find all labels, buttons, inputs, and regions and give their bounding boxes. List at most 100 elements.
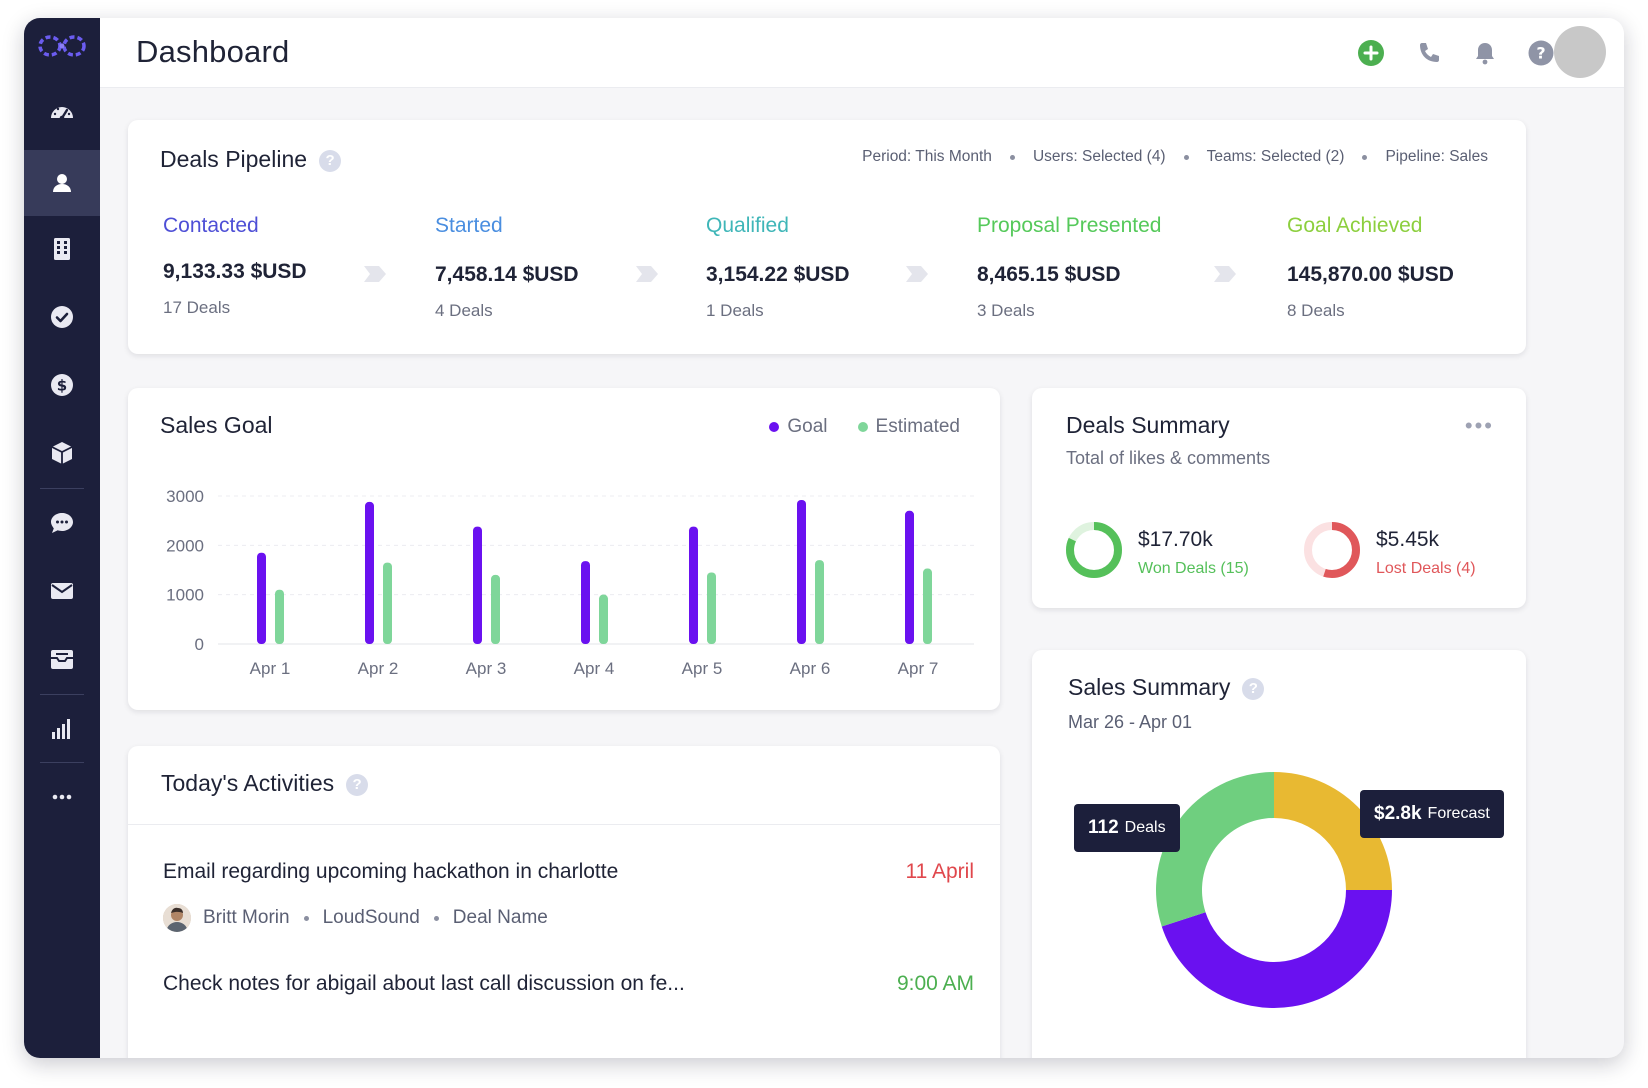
lost-label[interactable]: Lost Deals (4) bbox=[1376, 560, 1476, 577]
pipeline-filters: Period: This Month Users: Selected (4) T… bbox=[862, 148, 1488, 166]
sidebar-item-products[interactable] bbox=[24, 420, 100, 486]
x-tick-label: Apr 5 bbox=[682, 659, 723, 678]
activities-title-text: Today's Activities bbox=[161, 770, 335, 796]
bar-estimated[interactable] bbox=[815, 560, 824, 644]
deals-pipeline-title-text: Deals Pipeline bbox=[160, 146, 308, 172]
activity-title: Email regarding upcoming hackathon in ch… bbox=[163, 860, 619, 883]
bar-goal[interactable] bbox=[365, 501, 374, 644]
sidebar-item-contacts[interactable] bbox=[24, 150, 100, 216]
person-avatar-image bbox=[163, 904, 191, 932]
notifications-button[interactable] bbox=[1470, 38, 1500, 68]
bar-estimated[interactable] bbox=[491, 574, 500, 644]
sales-goal-card: Sales Goal Goal Estimated 0 1000 2000 3000 A… bbox=[128, 388, 1000, 710]
donut-segment-yellow[interactable] bbox=[1274, 772, 1392, 890]
deals-summary-card: Deals Summary Total of likes & comments … bbox=[1032, 388, 1526, 608]
filter-users[interactable]: Users: Selected (4) bbox=[1032, 148, 1166, 165]
bar-estimated[interactable] bbox=[923, 568, 932, 644]
y-tick-label: 1000 bbox=[166, 586, 204, 605]
sidebar: $ bbox=[24, 18, 100, 1058]
filter-pipeline[interactable]: Pipeline: Sales bbox=[1385, 148, 1488, 165]
sidebar-item-mail[interactable] bbox=[24, 558, 100, 624]
sidebar-item-reports[interactable] bbox=[24, 696, 100, 762]
bar-goal[interactable] bbox=[797, 499, 806, 644]
stage-qualified[interactable]: Qualified 3,154.22 $USD 1 Deals bbox=[706, 214, 850, 321]
activity-deal[interactable]: Deal Name bbox=[452, 907, 548, 928]
add-button[interactable] bbox=[1356, 38, 1386, 68]
x-tick-label: Apr 7 bbox=[898, 659, 939, 678]
activity-person[interactable]: Britt Morin bbox=[203, 907, 290, 928]
bar-goal[interactable] bbox=[257, 552, 266, 644]
bar-goal[interactable] bbox=[581, 561, 590, 644]
legend-item-estimated[interactable]: Estimated bbox=[857, 416, 960, 438]
filter-separator bbox=[1183, 154, 1189, 160]
bar-estimated[interactable] bbox=[275, 589, 284, 644]
activity-company[interactable]: LoudSound bbox=[322, 907, 420, 928]
help-icon[interactable]: ? bbox=[346, 773, 369, 796]
help-icon[interactable]: ? bbox=[319, 149, 342, 172]
stage-amount: 3,154.22 $USD bbox=[706, 263, 850, 286]
legend-label: Goal bbox=[787, 416, 828, 437]
divider bbox=[128, 824, 1000, 825]
person-icon bbox=[53, 174, 71, 192]
chart-legend: Goal Estimated bbox=[739, 416, 960, 438]
sales-summary-date-range[interactable]: Mar 26 - Apr 01 bbox=[1068, 712, 1193, 732]
lost-deals-stat: $5.45k Lost Deals (4) bbox=[1376, 528, 1476, 578]
svg-text:?: ? bbox=[1536, 44, 1545, 63]
user-avatar[interactable] bbox=[1554, 26, 1606, 78]
bar-goal[interactable] bbox=[905, 510, 914, 644]
dollar-icon: $ bbox=[51, 374, 73, 396]
stage-amount: 7,458.14 $USD bbox=[435, 263, 579, 286]
stage-count: 4 Deals bbox=[435, 301, 493, 320]
chevron-right-icon bbox=[364, 266, 386, 282]
legend-item-goal[interactable]: Goal bbox=[769, 416, 828, 438]
sales-goal-chart: 0 1000 2000 3000 Apr 1 Apr 2 Apr 3 Apr 4 Apr 5 Ap… bbox=[166, 487, 974, 678]
sidebar-item-tasks[interactable] bbox=[24, 284, 100, 350]
bar-goal[interactable] bbox=[473, 526, 482, 644]
activities-title: Today's Activities? bbox=[161, 770, 369, 797]
sidebar-item-dashboard[interactable] bbox=[24, 80, 100, 146]
sales-goal-title: Sales Goal bbox=[160, 412, 273, 438]
bar-estimated[interactable] bbox=[383, 562, 392, 644]
sidebar-divider bbox=[40, 694, 84, 695]
phone-button[interactable] bbox=[1414, 38, 1444, 68]
sidebar-item-more[interactable] bbox=[24, 764, 100, 830]
bar-goal[interactable] bbox=[689, 526, 698, 644]
filter-teams[interactable]: Teams: Selected (2) bbox=[1206, 148, 1345, 165]
help-button[interactable]: ? bbox=[1526, 38, 1556, 68]
meta-separator bbox=[433, 915, 439, 921]
logo-icon bbox=[38, 35, 86, 57]
mail-icon bbox=[51, 583, 73, 599]
y-tick-label: 2000 bbox=[166, 536, 204, 555]
stage-started[interactable]: Started 7,458.14 $USD 4 Deals bbox=[435, 214, 579, 321]
sidebar-item-deals[interactable]: $ bbox=[24, 352, 100, 418]
meta-separator bbox=[303, 915, 309, 921]
sidebar-item-inbox[interactable] bbox=[24, 626, 100, 692]
more-options-icon[interactable]: ••• bbox=[1464, 413, 1494, 438]
chevron-right-icon bbox=[636, 266, 658, 282]
building-icon bbox=[54, 238, 70, 260]
stage-label: Contacted bbox=[163, 214, 259, 237]
chevron-right-icon bbox=[1214, 266, 1236, 282]
logo[interactable] bbox=[32, 26, 92, 66]
bar-estimated[interactable] bbox=[599, 594, 608, 644]
donut-segment-green[interactable] bbox=[1156, 772, 1274, 927]
stage-goal-achieved[interactable]: Goal Achieved 145,870.00 $USD 8 Deals bbox=[1287, 214, 1454, 321]
activity-item[interactable]: Check notes for abigail about last call … bbox=[163, 972, 974, 996]
filter-period[interactable]: Period: This Month bbox=[862, 148, 992, 165]
bar-estimated[interactable] bbox=[707, 572, 716, 644]
sidebar-item-chat[interactable] bbox=[24, 490, 100, 556]
stage-proposal-presented[interactable]: Proposal Presented 8,465.15 $USD 3 Deals bbox=[977, 214, 1161, 321]
box-icon bbox=[51, 442, 73, 464]
won-deals-donut bbox=[1066, 522, 1122, 578]
stage-count: 3 Deals bbox=[977, 301, 1035, 320]
help-icon[interactable]: ? bbox=[1242, 677, 1265, 700]
x-tick-label: Apr 3 bbox=[466, 659, 507, 678]
y-tick-label: 0 bbox=[195, 635, 204, 654]
deals-summary-title: Deals Summary bbox=[1066, 412, 1230, 438]
activity-item[interactable]: Email regarding upcoming hackathon in ch… bbox=[163, 860, 974, 932]
won-label[interactable]: Won Deals (15) bbox=[1138, 560, 1249, 577]
donut-segment-purple[interactable] bbox=[1161, 890, 1392, 1008]
stage-contacted[interactable]: Contacted 9,133.33 $USD 17 Deals bbox=[163, 214, 307, 318]
sidebar-item-companies[interactable] bbox=[24, 216, 100, 282]
activities-card: Today's Activities? Email regarding upco… bbox=[128, 746, 1000, 1058]
